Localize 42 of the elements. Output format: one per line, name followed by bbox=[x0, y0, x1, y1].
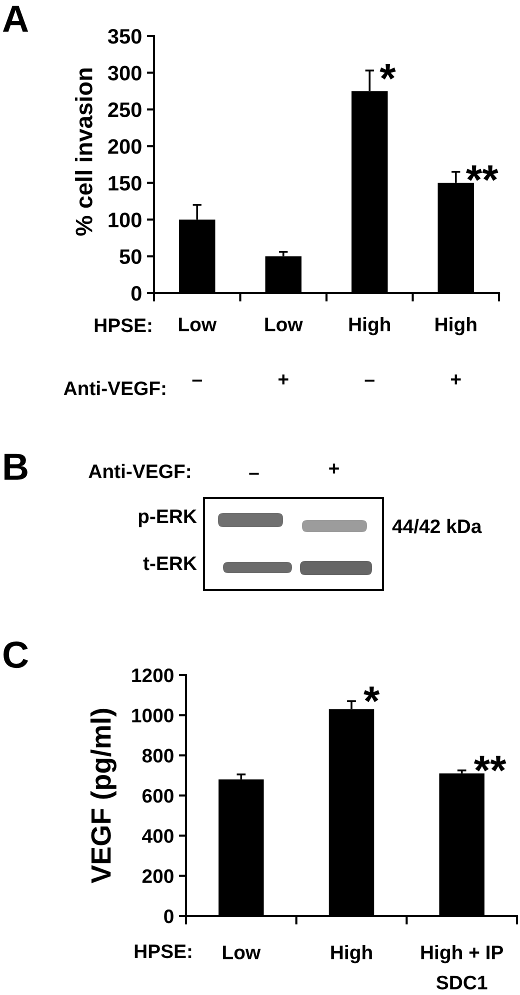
text: p-ERK bbox=[138, 510, 197, 528]
text: + bbox=[278, 374, 288, 384]
category-label: High – bbox=[349, 317, 390, 382]
text: B bbox=[4, 454, 28, 480]
y-tick-label: 200 bbox=[142, 869, 174, 884]
y-tick-label: 1000 bbox=[132, 708, 174, 722]
y-tick-label: 1200 bbox=[132, 668, 174, 682]
text: 44/42 kDa bbox=[392, 518, 482, 534]
y-tick-label: 0 bbox=[131, 286, 142, 301]
text: + bbox=[329, 464, 339, 474]
text: Anti-VEGF: bbox=[64, 380, 166, 396]
text: Anti-VEGF: bbox=[88, 464, 190, 478]
category-label: Low bbox=[265, 318, 303, 332]
x-tick-label: High bbox=[331, 945, 372, 964]
text: HPSE: bbox=[134, 944, 192, 958]
y-tick-label: 400 bbox=[142, 829, 174, 843]
annotation: * bbox=[364, 686, 380, 702]
annotation: ** bbox=[466, 165, 498, 181]
y-tick-label: 200 bbox=[108, 139, 142, 154]
y-axis-title: % cell invasion bbox=[75, 68, 92, 236]
chart-title: A bbox=[2, 6, 28, 32]
y-tick-label: 800 bbox=[142, 748, 174, 763]
y-tick-label: 100 bbox=[108, 212, 142, 228]
x-tick-label: High + IP SDC1 bbox=[421, 945, 504, 990]
y-tick-label: 50 bbox=[120, 249, 142, 264]
y-tick-label: 0 bbox=[164, 909, 174, 924]
y-tick-label: 600 bbox=[142, 788, 174, 803]
category-label: Low bbox=[178, 318, 217, 332]
text: t-ERK bbox=[143, 556, 197, 570]
text: HPSE: bbox=[94, 318, 152, 332]
y-tick-label: 350 bbox=[108, 29, 142, 44]
x-tick-label: Low bbox=[223, 946, 261, 960]
y-axis-title: VEGF (pg/ml) bbox=[90, 708, 116, 884]
annotation: * bbox=[380, 64, 396, 80]
chart-title: C bbox=[4, 642, 28, 668]
text: – bbox=[249, 472, 259, 475]
annotation: ** bbox=[474, 756, 506, 772]
category-label: High + bbox=[436, 317, 476, 384]
y-tick-label: 300 bbox=[108, 66, 142, 80]
text: – bbox=[192, 380, 202, 382]
y-tick-label: 250 bbox=[108, 102, 142, 118]
y-tick-label: 150 bbox=[108, 176, 142, 191]
